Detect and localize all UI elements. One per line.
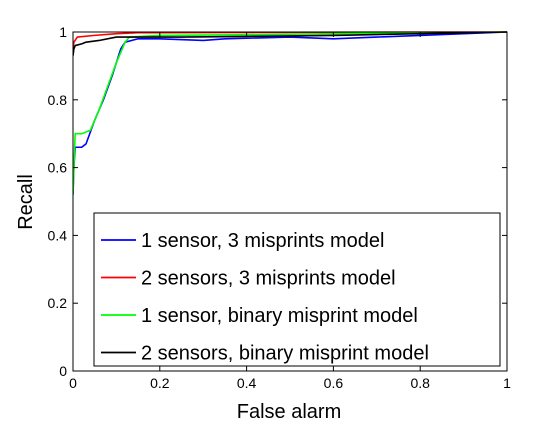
x-tick-label: 1 [503,375,511,391]
legend-label-1: 1 sensor, 3 misprints model [141,230,384,252]
series-layer [73,31,507,195]
x-tick-label: 0.4 [237,375,257,391]
y-tick-label: 0 [59,363,67,379]
series-line-1 [73,31,507,195]
x-axis-label: False alarm [237,401,341,420]
x-tick-label: 0 [69,375,77,391]
legend-box [93,212,501,367]
y-tick-label: 0.2 [48,295,68,311]
y-tick-label: 1 [59,24,67,40]
legend-label-3: 1 sensor, binary misprint model [141,305,418,327]
legend-label-2: 2 sensors, 3 misprints model [141,268,396,290]
y-tick-label: 0.8 [48,92,68,108]
axes-frame [72,31,508,372]
y-tick-label: 0.6 [48,160,68,176]
x-tick-label: 0.8 [410,375,430,391]
x-tick-label: 0.2 [150,375,170,391]
axes-layer: 0 0.2 0.4 0.6 0.8 1 0 0.2 0.4 0.6 0.8 1 [48,24,512,391]
legend: 1 sensor, 3 misprints model 2 sensors, 3 … [93,212,501,367]
legend-label-4: 2 sensors, binary misprint model [141,343,429,365]
y-axis-label: Recall [15,174,37,230]
x-tick-label: 0.6 [324,375,344,391]
series-line-3 [73,31,507,195]
y-tick-label: 0.4 [48,227,68,243]
